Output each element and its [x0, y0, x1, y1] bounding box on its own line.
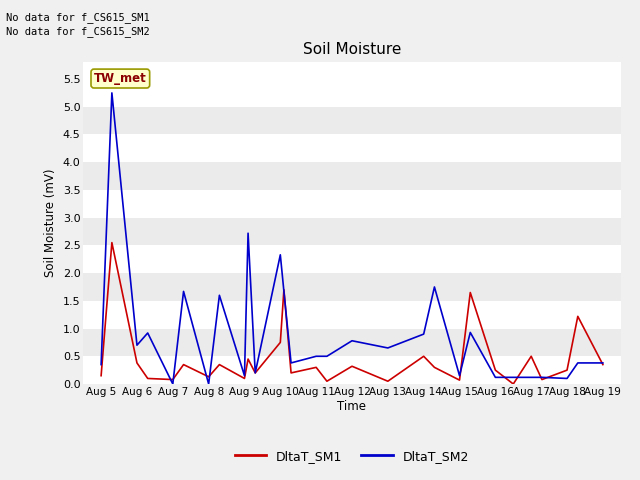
DltaT_SM1: [538, 377, 546, 383]
Line: DltaT_SM2: DltaT_SM2: [101, 93, 603, 384]
DltaT_SM2: [348, 338, 356, 344]
DltaT_SM2: [216, 292, 223, 298]
DltaT_SM1: [216, 362, 223, 368]
DltaT_SM1: [133, 360, 141, 366]
DltaT_SM2: [492, 374, 499, 380]
Text: No data for f_CS615_SM1: No data for f_CS615_SM1: [6, 12, 150, 23]
DltaT_SM1: [180, 362, 188, 368]
DltaT_SM1: [312, 364, 320, 370]
Bar: [83, 162, 621, 190]
DltaT_SM2: [599, 360, 607, 366]
Title: Soil Moisture: Soil Moisture: [303, 42, 401, 57]
DltaT_SM2: [323, 353, 331, 359]
DltaT_SM1: [467, 289, 474, 295]
Y-axis label: Soil Moisture (mV): Soil Moisture (mV): [44, 169, 57, 277]
DltaT_SM2: [280, 288, 288, 294]
DltaT_SM2: [420, 331, 428, 337]
DltaT_SM1: [323, 378, 331, 384]
DltaT_SM1: [287, 370, 295, 376]
DltaT_SM2: [456, 373, 463, 379]
DltaT_SM2: [538, 374, 546, 380]
X-axis label: Time: Time: [337, 399, 367, 412]
Bar: [83, 356, 621, 384]
DltaT_SM1: [244, 356, 252, 362]
DltaT_SM2: [144, 330, 152, 336]
DltaT_SM2: [180, 288, 188, 294]
Bar: [83, 107, 621, 134]
DltaT_SM1: [563, 367, 571, 373]
Bar: [83, 301, 621, 328]
Bar: [83, 190, 621, 217]
DltaT_SM1: [280, 287, 288, 293]
DltaT_SM2: [384, 345, 392, 351]
DltaT_SM2: [312, 353, 320, 359]
Bar: [83, 245, 621, 273]
Bar: [83, 79, 621, 107]
Bar: [83, 134, 621, 162]
DltaT_SM2: [574, 360, 582, 366]
DltaT_SM1: [97, 373, 105, 379]
DltaT_SM1: [420, 353, 428, 359]
DltaT_SM2: [205, 381, 212, 387]
Legend: DltaT_SM1, DltaT_SM2: DltaT_SM1, DltaT_SM2: [230, 445, 474, 468]
DltaT_SM1: [527, 353, 535, 359]
DltaT_SM1: [241, 375, 248, 381]
Line: DltaT_SM1: DltaT_SM1: [101, 242, 603, 384]
DltaT_SM2: [431, 284, 438, 290]
DltaT_SM2: [563, 375, 571, 381]
DltaT_SM1: [431, 364, 438, 370]
DltaT_SM2: [169, 381, 177, 387]
DltaT_SM2: [252, 370, 259, 376]
DltaT_SM2: [108, 90, 116, 96]
DltaT_SM1: [509, 381, 517, 387]
DltaT_SM2: [241, 373, 248, 379]
DltaT_SM2: [467, 330, 474, 336]
Text: TW_met: TW_met: [94, 72, 147, 85]
DltaT_SM1: [348, 363, 356, 369]
DltaT_SM1: [599, 362, 607, 368]
Bar: [83, 328, 621, 356]
DltaT_SM1: [384, 378, 392, 384]
Bar: [83, 273, 621, 301]
DltaT_SM1: [252, 370, 259, 376]
DltaT_SM1: [276, 339, 284, 345]
DltaT_SM2: [276, 252, 284, 258]
DltaT_SM1: [574, 313, 582, 319]
DltaT_SM1: [456, 377, 463, 383]
DltaT_SM2: [97, 362, 105, 368]
DltaT_SM2: [133, 342, 141, 348]
DltaT_SM2: [287, 360, 295, 366]
DltaT_SM1: [108, 240, 116, 245]
Bar: [83, 217, 621, 245]
DltaT_SM1: [144, 375, 152, 381]
DltaT_SM2: [527, 374, 535, 380]
DltaT_SM2: [244, 230, 252, 236]
DltaT_SM1: [169, 377, 177, 383]
Text: No data for f_CS615_SM2: No data for f_CS615_SM2: [6, 26, 150, 37]
DltaT_SM1: [492, 367, 499, 373]
DltaT_SM1: [205, 374, 212, 380]
